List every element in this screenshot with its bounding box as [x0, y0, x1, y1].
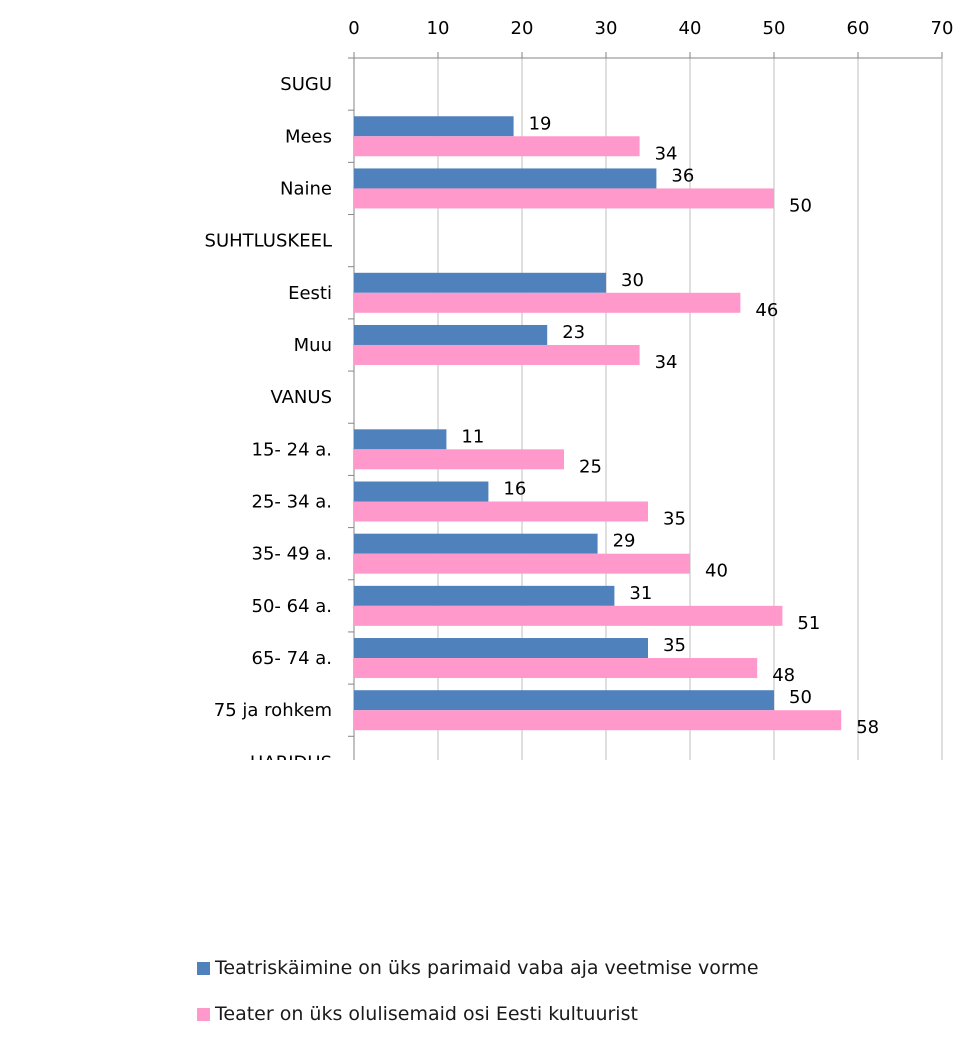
bar-series-2: [354, 710, 842, 731]
bar-series-2: [354, 658, 758, 679]
bar-series-1: [354, 585, 615, 606]
data-label-series-2: 50: [789, 195, 812, 216]
data-label-series-1: 35: [663, 635, 686, 656]
data-label-series-1: 30: [621, 270, 644, 291]
bar-chart: 0 10 20 30 40 50 60 70 SUGU Mees Naine SUHTLUSKEEL E…: [205, 18, 954, 760]
data-label-series-2: 40: [705, 561, 728, 582]
legend-label-series-2: Teater on üks olulisemaid osi Eesti kult…: [215, 1003, 638, 1025]
data-label-series-2: 34: [655, 352, 678, 373]
category-label: 25- 34 a.: [252, 492, 333, 513]
data-label-series-1: 11: [461, 426, 484, 447]
category-label: 15- 24 a.: [252, 439, 333, 460]
bar-series-1: [354, 429, 447, 450]
x-tick-label: 0: [348, 18, 359, 39]
category-label: Muu: [294, 335, 332, 356]
x-tick-label: 70: [931, 18, 954, 39]
data-label-series-2: 46: [755, 300, 778, 321]
legend-item-series-1: Teatriskäimine on üks parimaid vaba aja …: [197, 957, 759, 979]
data-label-series-1: 50: [789, 687, 812, 708]
data-label-series-2: 51: [797, 613, 820, 634]
category-label: 75 ja rohkem: [214, 700, 332, 721]
category-label: 50- 64 a.: [252, 596, 333, 617]
data-label-series-1: 36: [671, 165, 694, 186]
bar-series-1: [354, 116, 514, 137]
category-label: SUHTLUSKEEL: [205, 231, 332, 252]
legend-item-series-2: Teater on üks olulisemaid osi Eesti kult…: [197, 1003, 638, 1025]
x-tick-label: 10: [427, 18, 450, 39]
data-label-series-1: 19: [529, 113, 552, 134]
bar-series-2: [354, 292, 741, 313]
bar-series-1: [354, 168, 657, 189]
bar-series-1: [354, 533, 598, 554]
bar-series-1: [354, 690, 774, 711]
data-label-series-2: 58: [856, 717, 879, 738]
bar-series-2: [354, 501, 648, 522]
bar-series-1: [354, 272, 606, 293]
x-tick-label: 20: [511, 18, 534, 39]
legend-swatch-series-1: [197, 962, 210, 975]
bar-series-2: [354, 449, 564, 470]
category-label: Eesti: [288, 283, 332, 304]
category-label: VANUS: [270, 387, 332, 408]
data-label-series-1: 16: [503, 479, 526, 500]
category-label: Naine: [280, 178, 332, 199]
data-label-series-2: 34: [655, 143, 678, 164]
bar-series-2: [354, 605, 783, 626]
data-label-series-1: 23: [562, 322, 585, 343]
data-label-series-2: 48: [772, 665, 795, 686]
bar-series-1: [354, 638, 648, 659]
data-label-series-1: 31: [629, 583, 652, 604]
category-label: HARIDUS: [250, 752, 332, 760]
legend-swatch-series-2: [197, 1008, 210, 1021]
bar-series-2: [354, 136, 640, 157]
legend-label-series-1: Teatriskäimine on üks parimaid vaba aja …: [215, 957, 759, 979]
data-label-series-2: 35: [663, 509, 686, 530]
category-label: 35- 49 a.: [252, 544, 333, 565]
x-tick-label: 50: [763, 18, 786, 39]
category-label: Mees: [285, 126, 332, 147]
bar-series-1: [354, 481, 489, 502]
x-tick-label: 40: [679, 18, 702, 39]
category-label: SUGU: [280, 74, 332, 95]
x-tick-label: 60: [847, 18, 870, 39]
bar-series-2: [354, 188, 774, 209]
bar-series-1: [354, 324, 548, 345]
category-label: 65- 74 a.: [252, 648, 333, 669]
x-tick-label: 30: [595, 18, 618, 39]
bar-series-2: [354, 344, 640, 365]
data-label-series-2: 25: [579, 456, 602, 477]
data-label-series-1: 29: [613, 531, 636, 552]
bar-series-2: [354, 553, 690, 574]
